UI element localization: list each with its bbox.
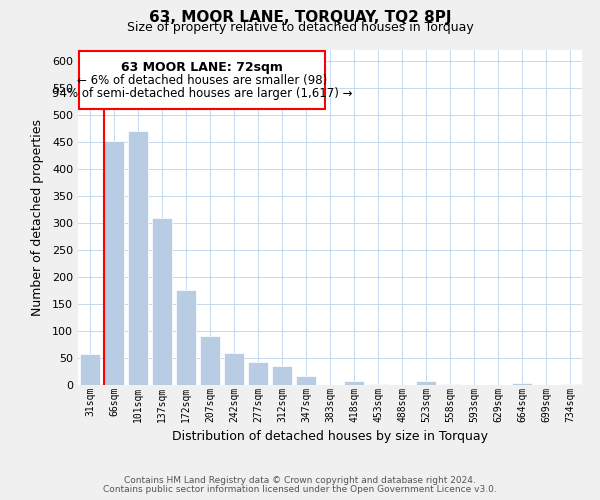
- Bar: [104, 141, 124, 385]
- Bar: [272, 366, 292, 385]
- Bar: [79, 51, 325, 110]
- Text: 94% of semi-detached houses are larger (1,617) →: 94% of semi-detached houses are larger (…: [52, 86, 352, 100]
- Bar: [224, 352, 244, 385]
- Bar: [440, 384, 460, 385]
- Bar: [512, 384, 532, 385]
- Text: Size of property relative to detached houses in Torquay: Size of property relative to detached ho…: [127, 21, 473, 34]
- Bar: [200, 336, 220, 385]
- Bar: [152, 218, 172, 385]
- Text: 63, MOOR LANE, TORQUAY, TQ2 8PJ: 63, MOOR LANE, TORQUAY, TQ2 8PJ: [149, 10, 451, 25]
- Bar: [416, 381, 436, 385]
- Text: 63 MOOR LANE: 72sqm: 63 MOOR LANE: 72sqm: [121, 61, 283, 74]
- X-axis label: Distribution of detached houses by size in Torquay: Distribution of detached houses by size …: [172, 430, 488, 443]
- Text: ← 6% of detached houses are smaller (98): ← 6% of detached houses are smaller (98): [77, 74, 328, 87]
- Bar: [368, 384, 388, 385]
- Bar: [344, 380, 364, 385]
- Bar: [80, 354, 100, 385]
- Bar: [176, 290, 196, 385]
- Text: Contains HM Land Registry data © Crown copyright and database right 2024.: Contains HM Land Registry data © Crown c…: [124, 476, 476, 485]
- Y-axis label: Number of detached properties: Number of detached properties: [31, 119, 44, 316]
- Bar: [248, 362, 268, 385]
- Bar: [560, 384, 580, 385]
- Bar: [296, 376, 316, 385]
- Bar: [128, 131, 148, 385]
- Text: Contains public sector information licensed under the Open Government Licence v3: Contains public sector information licen…: [103, 484, 497, 494]
